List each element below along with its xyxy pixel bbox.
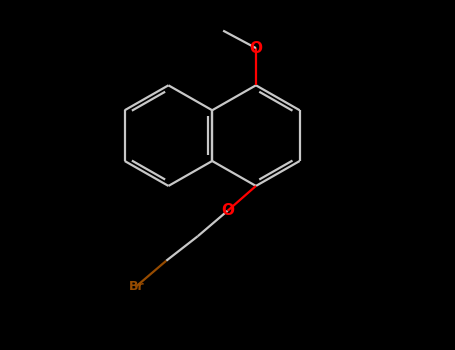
Text: Br: Br xyxy=(129,280,144,293)
Text: O: O xyxy=(221,203,234,218)
Text: O: O xyxy=(249,41,263,56)
